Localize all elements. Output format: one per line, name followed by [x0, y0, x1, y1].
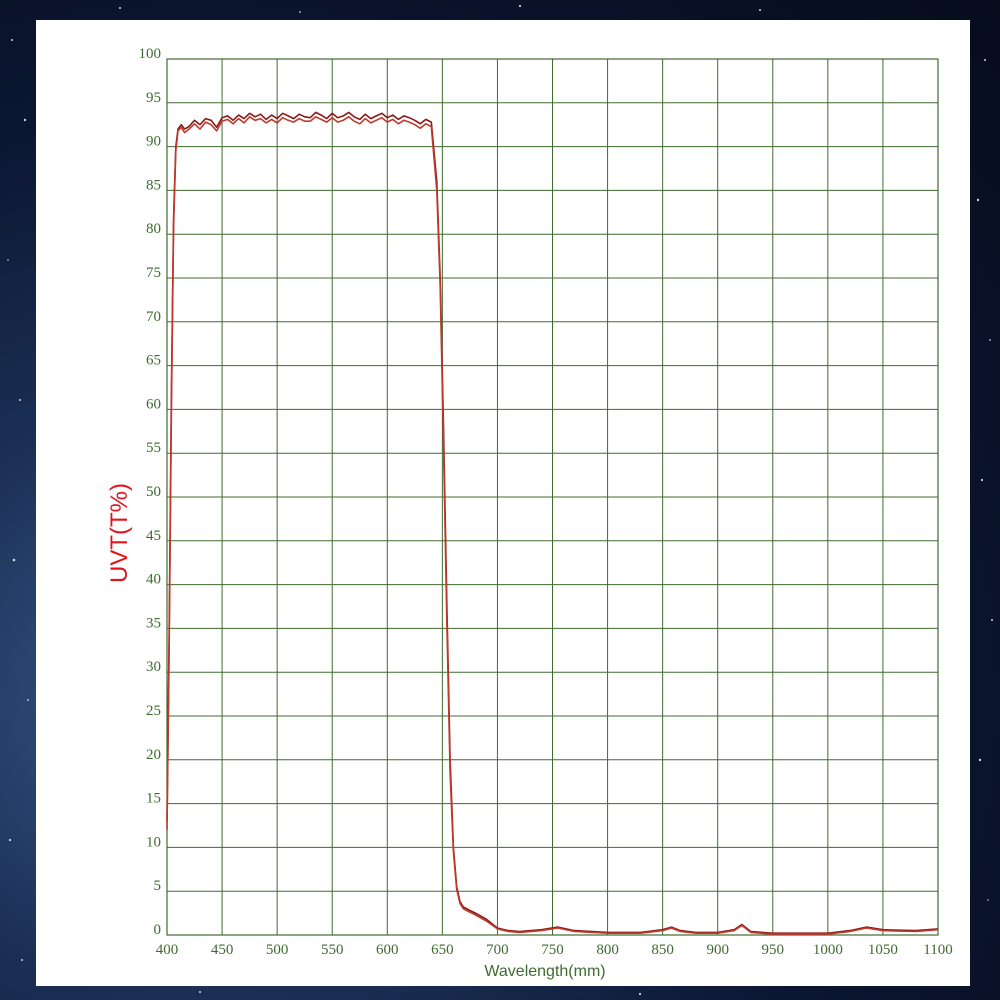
x-tick-label: 550: [321, 942, 344, 958]
x-tick-label: 1000: [813, 942, 843, 958]
x-tick-label: 400: [156, 942, 179, 958]
y-tick-label: 100: [139, 46, 162, 62]
y-tick-label: 85: [146, 177, 161, 193]
series-line-2: [166, 116, 939, 935]
y-axis-label: UVT(T%): [106, 483, 133, 583]
x-tick-label: 1050: [868, 942, 898, 958]
y-tick-label: 80: [146, 221, 161, 237]
x-tick-label: 900: [706, 942, 729, 958]
x-tick-label: 850: [651, 942, 674, 958]
x-tick-label: 500: [266, 942, 289, 958]
x-tick-label: 750: [541, 942, 564, 958]
grid: [166, 58, 939, 936]
x-tick-label: 1100: [923, 942, 952, 958]
y-tick-label: 20: [146, 747, 161, 763]
x-axis-label: Wavelength(mm): [484, 963, 605, 980]
x-tick-label: 800: [596, 942, 619, 958]
y-tick-labels: 0 5 10 15 20 25 30 35 40 45 50 55 60 65 70 75 80 85 90 95 10…: [139, 46, 162, 938]
x-tick-label: 700: [486, 942, 509, 958]
y-tick-label: 60: [146, 396, 161, 412]
y-tick-label: 45: [146, 528, 161, 544]
x-tick-label: 950: [762, 942, 785, 958]
y-tick-label: 25: [146, 703, 161, 719]
y-tick-label: 90: [146, 134, 161, 150]
y-tick-label: 75: [146, 265, 161, 281]
x-tick-labels: 400 450 500 550 600 650 700 750 800 850 900 950 1000…: [156, 942, 953, 958]
y-tick-label: 30: [146, 659, 161, 675]
y-tick-label: 15: [146, 791, 161, 807]
y-tick-label: 65: [146, 353, 161, 369]
x-tick-label: 450: [211, 942, 234, 958]
y-tick-label: 5: [154, 878, 162, 894]
y-tick-label: 95: [146, 90, 161, 106]
y-tick-label: 70: [146, 309, 161, 325]
series-line-1: [166, 111, 939, 935]
y-tick-label: 35: [146, 615, 161, 631]
y-tick-label: 40: [146, 572, 161, 588]
y-tick-label: 0: [154, 922, 162, 938]
y-tick-label: 55: [146, 440, 161, 456]
y-tick-label: 10: [146, 834, 161, 850]
series-layer: [166, 111, 939, 935]
x-tick-label: 600: [376, 942, 399, 958]
chart-panel: [36, 20, 970, 986]
x-tick-label: 650: [431, 942, 454, 958]
y-tick-label: 50: [146, 484, 161, 500]
